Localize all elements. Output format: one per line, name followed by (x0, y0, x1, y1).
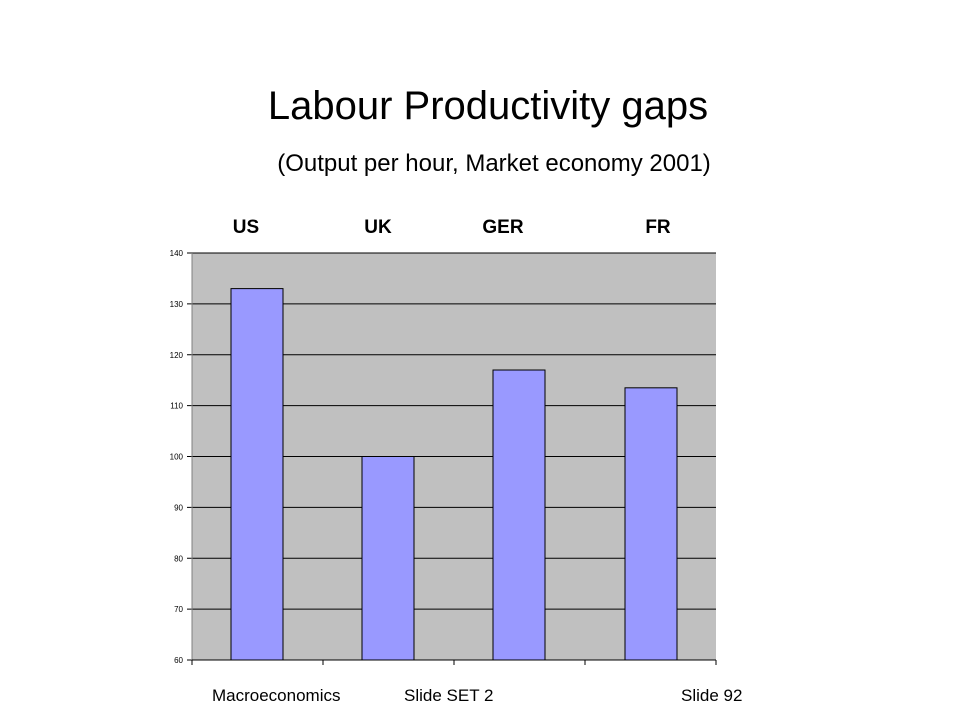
category-label: UK (364, 217, 392, 238)
y-tick-label: 70 (174, 605, 183, 614)
y-tick-label: 120 (170, 351, 184, 360)
category-label: GER (482, 217, 523, 238)
y-tick-labels: 60 70 80 90 100 110 120 130 140 (170, 249, 184, 665)
y-tick-label: 90 (174, 503, 183, 512)
slide-subtitle: (Output per hour, Market economy 2001) (277, 150, 711, 177)
y-tick-label: 80 (174, 554, 183, 563)
slide-title: Labour Productivity gaps (267, 84, 709, 128)
y-tick-label: 130 (170, 300, 184, 309)
bar-ger (492, 369, 546, 661)
y-tick-label: 140 (170, 249, 184, 258)
bar-us (230, 288, 284, 661)
bar-uk (361, 456, 415, 661)
category-label: FR (645, 217, 671, 238)
bars (230, 288, 678, 661)
category-label: US (233, 217, 259, 238)
footer-slide-set: Slide SET 2 (404, 686, 494, 705)
y-tick-label: 60 (174, 656, 183, 665)
footer-slide-number: Slide 92 (681, 686, 743, 705)
bar-fr (624, 387, 678, 661)
y-tick-label: 100 (170, 453, 184, 462)
y-tick-label: 110 (170, 402, 183, 411)
footer-course: Macroeconomics (212, 686, 341, 705)
axes (187, 252, 717, 665)
category-labels: US UK GER FR (233, 217, 671, 238)
